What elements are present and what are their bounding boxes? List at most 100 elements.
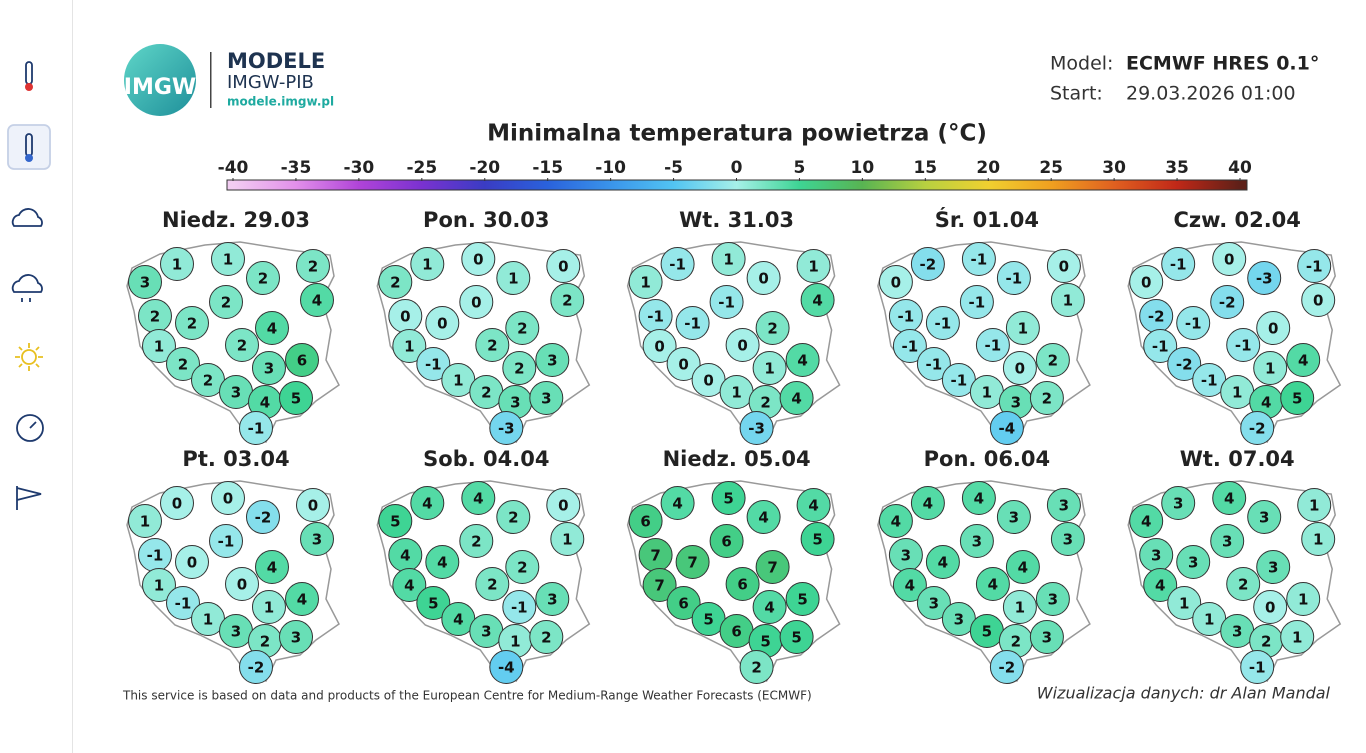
- station-value: 3: [231, 623, 241, 641]
- station-marker: [252, 590, 286, 624]
- station-marker: [746, 261, 781, 295]
- station-value: 2: [471, 533, 481, 551]
- station-marker: [160, 486, 194, 520]
- station-marker: [285, 582, 319, 616]
- pressure-icon[interactable]: [16, 414, 44, 442]
- station-value: 0: [223, 490, 233, 508]
- station-marker: [300, 283, 334, 317]
- station-value: 2: [258, 270, 268, 288]
- station-value: 4: [812, 292, 822, 310]
- station-marker: [128, 265, 162, 299]
- station-value: 3: [1059, 497, 1069, 515]
- station-value: 1: [808, 258, 818, 276]
- colorbar-tick-label: 0: [731, 158, 743, 178]
- station-value: 0: [558, 258, 568, 276]
- station-value: 3: [231, 384, 241, 402]
- station-marker: [296, 249, 330, 283]
- station-marker: [1143, 329, 1178, 363]
- day-map: Śr. 01.040-2 -1-101-1 -1-11-1 -1-1-10 213 2-4: [877, 207, 1091, 445]
- station-value: 3: [1232, 623, 1242, 641]
- station-value: 3: [1042, 629, 1052, 647]
- precip-icon[interactable]: [11, 274, 43, 302]
- station-value: 2: [514, 360, 524, 378]
- station-value: 1: [1232, 384, 1242, 402]
- station-value: 0: [400, 308, 410, 326]
- station-marker: [1167, 347, 1202, 381]
- station-value: 1: [1265, 360, 1275, 378]
- station-value: -3: [498, 420, 515, 438]
- station-marker: [225, 567, 259, 601]
- sun-icon[interactable]: [15, 343, 43, 371]
- station-marker: [739, 411, 774, 445]
- station-value: 1: [508, 270, 518, 288]
- station-value: 6: [731, 623, 741, 641]
- station-marker: [142, 568, 176, 602]
- station-marker: [910, 486, 945, 520]
- station-marker: [1226, 567, 1261, 601]
- station-value: -1: [969, 294, 986, 312]
- station-value: 4: [938, 554, 948, 572]
- station-marker: [752, 351, 787, 385]
- station-marker: [746, 500, 781, 534]
- station-marker: [529, 620, 564, 654]
- station-marker: [1297, 249, 1332, 283]
- url[interactable]: modele.imgw.pl: [227, 95, 334, 109]
- temp-min-icon[interactable]: [25, 133, 33, 162]
- cloud-icon[interactable]: [11, 208, 43, 227]
- station-marker: [279, 381, 313, 415]
- station-marker: [1212, 242, 1247, 276]
- station-marker: [175, 545, 209, 579]
- station-marker: [959, 285, 994, 319]
- station-value: 4: [974, 490, 984, 508]
- station-value: 1: [404, 338, 414, 356]
- station-value: 0: [1015, 360, 1025, 378]
- station-marker: [425, 545, 460, 579]
- station-value: 2: [517, 559, 527, 577]
- station-marker: [1002, 590, 1037, 624]
- station-value: 1: [731, 384, 741, 402]
- credit: This service is based on data and produc…: [122, 689, 812, 703]
- station-value: 3: [1011, 394, 1021, 412]
- station-marker: [1046, 488, 1081, 522]
- station-value: -1: [1170, 256, 1187, 274]
- station-value: 1: [764, 360, 774, 378]
- station-value: -2: [255, 509, 272, 527]
- station-marker: [709, 285, 744, 319]
- colorbar-tick-label: 35: [1165, 158, 1189, 178]
- station-value: 4: [404, 577, 414, 595]
- station-value: 3: [1173, 495, 1183, 513]
- station-value: 5: [1292, 390, 1302, 408]
- station-marker: [1253, 590, 1288, 624]
- station-value: 4: [1018, 559, 1028, 577]
- station-value: 4: [1224, 490, 1234, 508]
- station-value: 4: [453, 611, 463, 629]
- station-value: 0: [237, 576, 247, 594]
- station-value: 3: [972, 533, 982, 551]
- station-value: 3: [1063, 531, 1073, 549]
- station-marker: [285, 343, 319, 377]
- station-marker: [502, 351, 537, 385]
- station-marker: [785, 582, 820, 616]
- station-marker: [1240, 411, 1275, 445]
- station-marker: [255, 311, 289, 345]
- station-value: 4: [422, 495, 432, 513]
- station-marker: [529, 381, 564, 415]
- station-value: 1: [1309, 497, 1319, 515]
- colorbar-tick-label: -25: [406, 158, 437, 178]
- station-value: 6: [297, 352, 307, 370]
- station-value: 1: [1015, 599, 1025, 617]
- station-marker: [546, 249, 581, 283]
- temp-icon[interactable]: [25, 61, 33, 91]
- model-value: ECMWF HRES 0.1°: [1126, 53, 1319, 75]
- station-value: 2: [308, 258, 318, 276]
- station-marker: [392, 568, 427, 602]
- station-value: 3: [291, 629, 301, 647]
- station-marker: [1176, 545, 1211, 579]
- active-tab[interactable]: [7, 124, 51, 170]
- wind-icon[interactable]: [16, 486, 42, 510]
- station-value: 0: [1265, 599, 1275, 617]
- station-marker: [752, 590, 787, 624]
- station-marker: [1129, 265, 1164, 299]
- station-marker: [416, 347, 451, 381]
- station-marker: [711, 481, 746, 515]
